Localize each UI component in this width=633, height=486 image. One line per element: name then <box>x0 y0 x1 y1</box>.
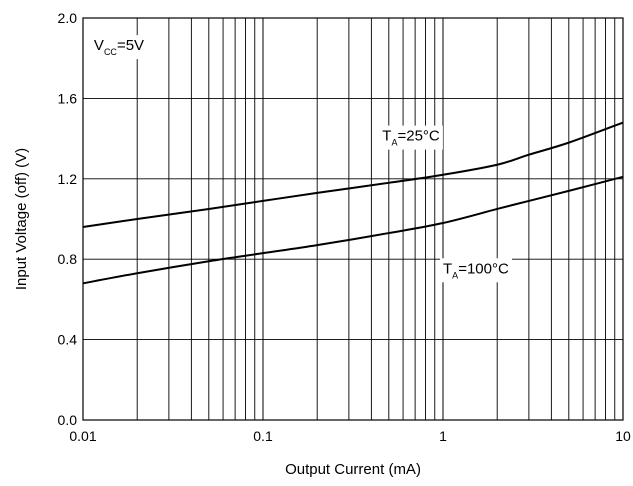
series-group <box>82 121 624 285</box>
y-tick-label: 0.0 <box>58 412 78 428</box>
plot-frame <box>82 17 624 421</box>
x-tick-label: 0.01 <box>69 428 96 444</box>
series-line-0 <box>82 121 624 229</box>
annotations: VCC=5V TA=25°C TA=100°C <box>90 35 512 283</box>
annotation-text: TA=25°C <box>382 128 440 148</box>
annotation-2: TA=100°C <box>440 258 512 283</box>
annotation-0: VCC=5V <box>90 35 148 60</box>
y-tick-label: 1.6 <box>58 90 78 106</box>
y-tick-label: 1.2 <box>58 171 78 187</box>
grid <box>82 17 624 421</box>
series-line-1 <box>82 175 624 285</box>
y-tick-label: 2.0 <box>58 10 78 26</box>
annotation-background <box>440 258 512 283</box>
y-axis-label: Input Voltage (off) (V) <box>13 148 30 290</box>
tick-labels: 0.01 0.1 1 10 0.0 0.4 0.8 1.2 1.6 2.0 <box>58 10 631 444</box>
annotation-text: VCC=5V <box>94 37 144 57</box>
x-axis-label: Output Current (mA) <box>285 461 421 478</box>
x-tick-label: 1 <box>439 428 447 444</box>
annotation-text: TA=100°C <box>443 260 509 280</box>
y-tick-label: 0.8 <box>58 251 78 267</box>
y-tick-label: 0.4 <box>58 332 78 348</box>
x-tick-label: 10 <box>615 428 631 444</box>
annotation-1: TA=25°C <box>379 125 443 150</box>
x-tick-label: 0.1 <box>253 428 273 444</box>
annotation-background <box>90 35 148 60</box>
annotation-background <box>379 125 443 150</box>
